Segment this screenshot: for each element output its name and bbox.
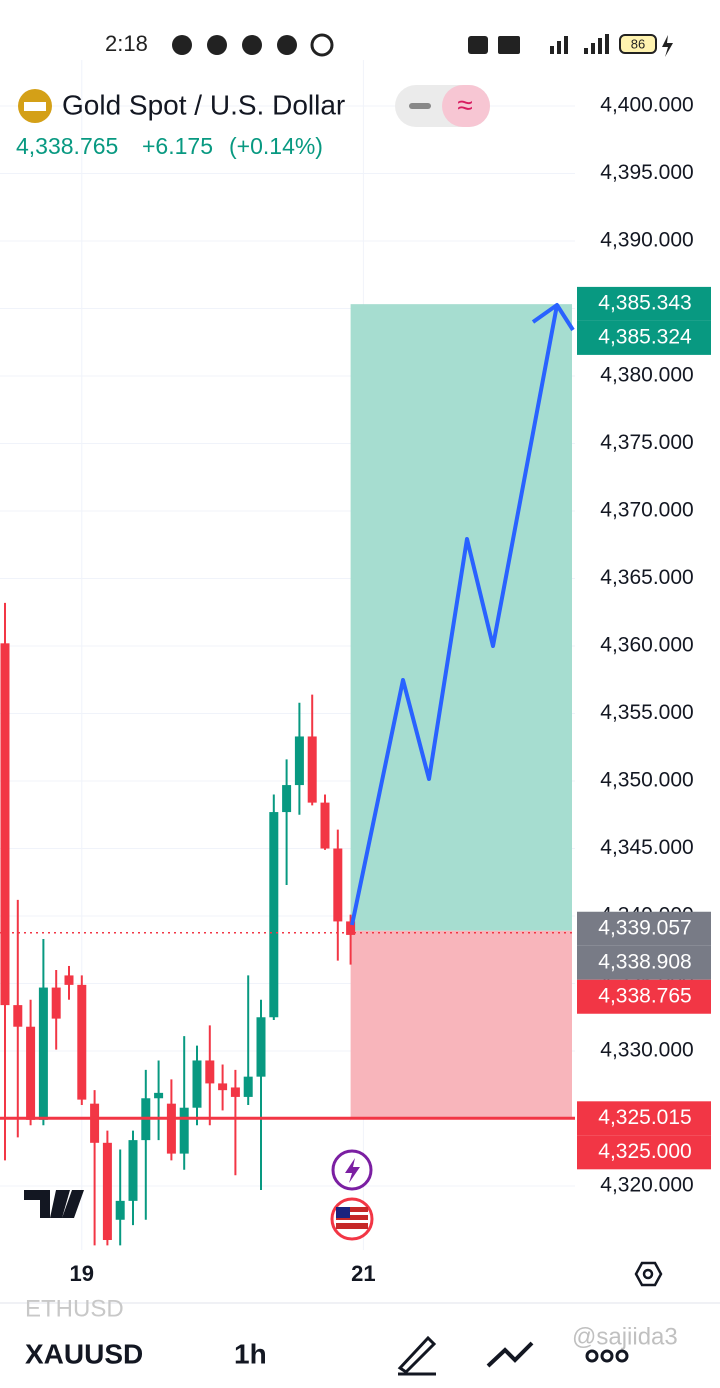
price-tag: [577, 911, 711, 946]
y-tick-label: 4,370.000: [600, 499, 693, 522]
candle-body: [51, 987, 61, 1019]
candle-body: [282, 785, 292, 813]
candle-body: [333, 848, 343, 922]
watermark: @sajiida3: [572, 1323, 678, 1350]
status-icons: [172, 33, 609, 57]
candle-body: [64, 975, 74, 985]
candle-body: [38, 987, 48, 1120]
arrow-head: [531, 303, 575, 332]
price-tag-label: 4,338.908: [598, 950, 691, 973]
flag-stripe: [336, 1212, 368, 1215]
flag-canton: [336, 1207, 350, 1218]
event-bolt: [345, 1158, 360, 1183]
candle-body: [13, 1005, 23, 1027]
status-time: 2:18: [105, 31, 148, 56]
y-tick-label: 4,400.000: [600, 94, 693, 117]
symbol[interactable]: XAUUSD: [25, 1338, 143, 1369]
y-tick-label: 4,365.000: [600, 566, 693, 589]
candle-body: [115, 1200, 125, 1220]
draw-icon[interactable]: [397, 1335, 437, 1376]
plot-area: [0, 304, 575, 1246]
candle-body: [192, 1060, 202, 1108]
interval[interactable]: 1h: [234, 1338, 267, 1369]
settings-icon[interactable]: [634, 1261, 663, 1287]
y-tick-label: 4,320.000: [600, 1174, 693, 1197]
price-tag: [577, 1101, 711, 1136]
x-tick-label: 21: [351, 1261, 375, 1286]
settings-dot: [642, 1268, 654, 1280]
price-tag-label: 4,325.000: [598, 1140, 691, 1163]
price-tag: [577, 979, 711, 1014]
price-tag: [577, 945, 711, 980]
y-tick-label: 4,330.000: [600, 1039, 693, 1062]
candle-body: [346, 921, 356, 935]
candle-body: [307, 736, 317, 803]
price-tag: [577, 286, 711, 321]
price-change: +6.175: [142, 133, 213, 159]
toggle-active[interactable]: [442, 85, 490, 127]
candle-body: [26, 1026, 36, 1120]
symbol-icon-bar: [24, 102, 46, 111]
price-tag-label: 4,338.765: [598, 984, 691, 1007]
price-tags: 4,385.343 4,385.324 4,339.057 4,338.908 4,33…: [577, 286, 711, 1170]
y-tick-label: 4,395.000: [600, 161, 693, 184]
last-price: 4,338.765: [16, 133, 118, 159]
candle-body: [294, 736, 304, 786]
battery-level: 86: [631, 36, 645, 51]
candle-body: [205, 1060, 215, 1084]
y-tick-label: 4,355.000: [600, 701, 693, 724]
price-tag-label: 4,385.343: [598, 291, 691, 314]
y-tick-label: 4,380.000: [600, 364, 693, 387]
stop-zone: [350, 930, 572, 1119]
candle-body: [230, 1087, 240, 1097]
price-tag: [577, 320, 711, 355]
x-tick-label: 19: [70, 1261, 94, 1286]
battery: [619, 34, 657, 54]
candle-body: [90, 1103, 100, 1143]
candle-body: [154, 1092, 164, 1099]
toggle-wave: ≈: [457, 89, 472, 120]
candle-body: [320, 802, 330, 849]
candle-body: [256, 1017, 266, 1077]
candle-body: [128, 1140, 138, 1201]
candle-body: [77, 984, 87, 1100]
toggle-dash: [409, 103, 431, 109]
candle-body: [166, 1103, 176, 1154]
candle-body: [102, 1142, 112, 1241]
previous-symbol: ETHUSD: [25, 1295, 124, 1322]
y-tick-label: 4,360.000: [600, 634, 693, 657]
flag-stripe: [336, 1220, 368, 1223]
candle-body: [218, 1083, 228, 1091]
candle-body: [269, 812, 279, 1018]
symbol-title: Gold Spot / U.S. Dollar: [62, 89, 345, 120]
tv-logo: [24, 1190, 84, 1218]
price-tag-label: 4,339.057: [598, 916, 691, 939]
y-tick-label: 4,390.000: [600, 229, 693, 252]
price-tag-label: 4,325.015: [598, 1106, 691, 1129]
candle-body: [179, 1107, 189, 1154]
more-icon[interactable]: [585, 1349, 629, 1363]
projection-arrow: [350, 304, 559, 926]
y-tick-label: 4,375.000: [600, 431, 693, 454]
target-zone: [350, 304, 572, 931]
y-tick-label: 4,345.000: [600, 836, 693, 859]
price-tag: [577, 1135, 711, 1170]
y-tick-label: 4,350.000: [600, 769, 693, 792]
candle-body: [0, 643, 10, 1006]
indicator-icon[interactable]: [486, 1341, 534, 1368]
charging-icon: [662, 35, 673, 57]
price-tag-label: 4,385.324: [598, 325, 692, 348]
candle-body: [243, 1076, 253, 1097]
price-change-percent: (+0.14%): [229, 133, 323, 159]
